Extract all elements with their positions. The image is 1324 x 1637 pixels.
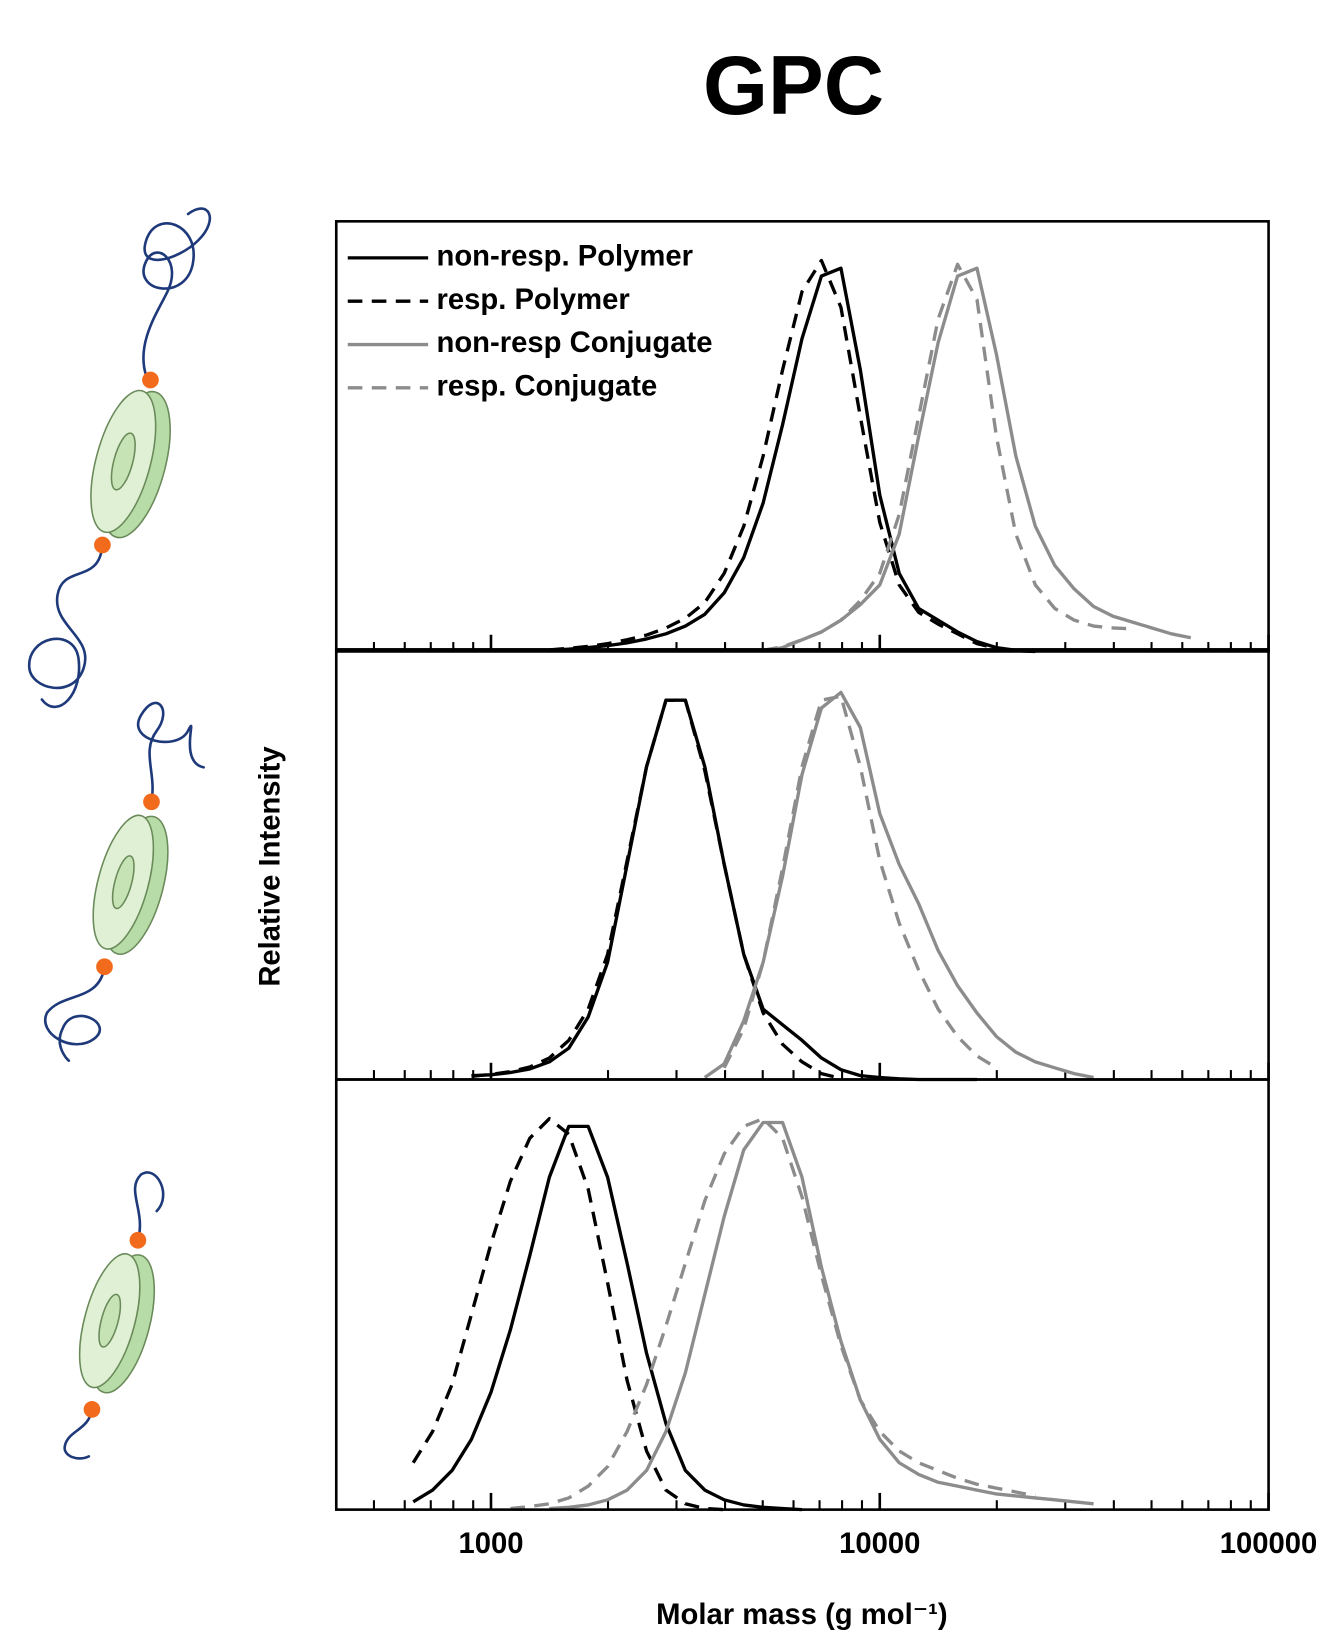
x-tick-label: 10000 — [839, 1528, 920, 1560]
plot-frame — [334, 1078, 1270, 1511]
x-axis-label: Molar mass (g mol⁻¹) — [656, 1599, 947, 1631]
y-axis-label: Relative Intensity — [254, 746, 286, 987]
series-line — [411, 1116, 725, 1512]
series-line — [703, 690, 1094, 1080]
legend-label: non-resp. Polymer — [436, 241, 693, 273]
legend-label: resp. Conjugate — [436, 371, 657, 403]
molecule-bottom — [63, 1171, 165, 1460]
series-line — [549, 1120, 1094, 1511]
series-line — [762, 262, 1133, 652]
series-line — [510, 1116, 1036, 1511]
series-line — [549, 266, 1036, 654]
series-line — [549, 258, 1036, 654]
series-line — [412, 1124, 803, 1512]
series-line — [722, 694, 998, 1070]
molecule-middle — [43, 701, 205, 1062]
x-tick-label: 100000 — [1220, 1528, 1318, 1560]
x-tick-label: 1000 — [458, 1528, 523, 1560]
chart-title: GPC — [703, 38, 884, 132]
legend-label: non-resp Conjugate — [436, 327, 712, 359]
legend-label: resp. Polymer — [436, 284, 629, 316]
molecule-illustrations — [28, 207, 211, 1460]
molecule-top — [28, 207, 211, 708]
plot-frame — [334, 220, 1270, 653]
